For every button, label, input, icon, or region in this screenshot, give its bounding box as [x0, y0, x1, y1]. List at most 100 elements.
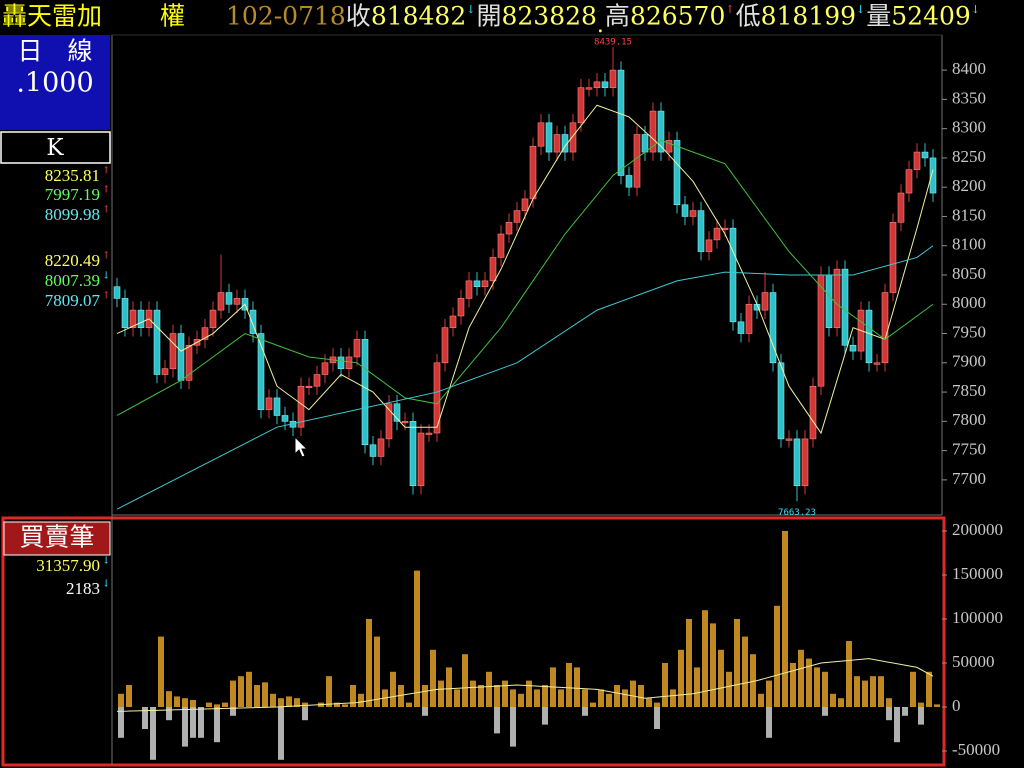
candle-body: [569, 122, 577, 153]
candle-body: [809, 385, 817, 440]
volume-bar: [222, 702, 228, 707]
volume-bar: [750, 654, 756, 707]
candle-body: [833, 268, 841, 328]
mouse-cursor: [294, 435, 309, 458]
volume-bar: [462, 654, 468, 707]
candle-body: [449, 315, 457, 328]
candle-body: [177, 333, 185, 381]
candle-body: [457, 298, 465, 317]
volume-bar: [190, 699, 196, 707]
volume-bar: [814, 667, 820, 707]
candle-body: [801, 438, 809, 487]
candle-body: [137, 309, 145, 328]
volume-bar: [878, 676, 884, 707]
volume-bar: [518, 693, 524, 707]
volume-bar: [486, 671, 492, 707]
candle-body: [153, 309, 161, 375]
y-tick-label: 7850: [952, 381, 986, 400]
candle-body: [529, 145, 537, 200]
candle-body: [361, 339, 369, 446]
candle-body: [913, 151, 921, 170]
quote-value: 818199: [761, 2, 856, 31]
readout-arrow: ↑: [102, 205, 110, 216]
candle-body: [697, 210, 705, 252]
readout-arrow: ↓: [102, 579, 110, 590]
volume-bar: [350, 685, 356, 707]
candle-body: [401, 421, 409, 424]
readout-arrow: ↑: [102, 185, 110, 196]
candle-body: [737, 321, 745, 334]
volume-bar: [630, 680, 636, 707]
candle-body: [729, 227, 737, 323]
quote-label: 低: [736, 2, 761, 31]
candle-body: [337, 356, 345, 369]
readout-value: 8235.81: [45, 166, 100, 185]
volume-bar: [470, 680, 476, 707]
volume-bar: [302, 702, 308, 707]
candle-body: [233, 298, 241, 305]
volume-bar: [262, 682, 268, 707]
readout-value: 31357.90: [36, 556, 100, 575]
candle-body: [161, 368, 169, 375]
y-tick-label: 8000: [952, 293, 986, 312]
volume-bar: [886, 707, 892, 721]
volume-bar: [766, 680, 772, 707]
candle-body: [545, 122, 553, 153]
volume-bar: [182, 698, 188, 707]
volume-bar: [694, 667, 700, 707]
candle-body: [593, 81, 601, 88]
y-tick-label: 7750: [952, 440, 986, 459]
volume-bar: [662, 663, 668, 707]
candle-body: [113, 286, 121, 299]
candle-body: [513, 210, 521, 223]
y-tick-label: 150000: [952, 564, 1003, 583]
candle-body: [225, 292, 233, 305]
candle-body: [881, 292, 889, 364]
candle-body: [249, 309, 257, 334]
candle-body: [273, 397, 281, 416]
volume-bar: [390, 671, 396, 707]
quote-value: 818482: [371, 2, 466, 31]
quote-label: 收: [346, 2, 371, 31]
volume-bar: [286, 696, 292, 707]
volume-bar: [494, 685, 500, 707]
volume-bar: [710, 623, 716, 707]
candle-body: [585, 87, 593, 90]
volume-bar: [422, 685, 428, 707]
candle-body: [393, 403, 401, 422]
quote-value: 52409: [891, 2, 971, 31]
volume-bar: [494, 707, 500, 734]
y-tick-label: 7800: [952, 410, 986, 429]
readout-value: 2183: [66, 579, 100, 598]
volume-bar: [830, 693, 836, 707]
candle-body: [281, 415, 289, 422]
volume-bar: [582, 707, 588, 716]
candle-body: [321, 362, 329, 375]
volume-bar: [150, 707, 156, 760]
volume-bar: [166, 707, 172, 721]
volume-panel-frame: [1, 516, 946, 767]
candle-body: [489, 257, 497, 282]
kind: K: [46, 135, 64, 161]
candle-body: [641, 134, 649, 153]
candle-body: [761, 292, 769, 311]
candle-body: [721, 227, 729, 230]
candle-body: [785, 438, 793, 441]
quote-arrow: ↑: [725, 3, 734, 16]
candle-body: [849, 344, 857, 352]
candle-body: [505, 222, 513, 235]
volume-bar: [566, 663, 572, 707]
candle-body: [681, 204, 689, 217]
volume-bar: [638, 685, 644, 707]
volume-bar: [614, 685, 620, 707]
date: 102-0718: [226, 2, 346, 31]
volume-bar: [870, 676, 876, 707]
candle-body: [865, 309, 873, 364]
volume-bar: [278, 698, 284, 707]
volume-bar: [302, 707, 308, 721]
volume-bar: [414, 570, 420, 707]
candle-body: [705, 239, 713, 252]
readout-arrow: ↓: [102, 556, 110, 567]
candle-body: [825, 274, 833, 328]
y-tick-label: 7950: [952, 322, 986, 341]
